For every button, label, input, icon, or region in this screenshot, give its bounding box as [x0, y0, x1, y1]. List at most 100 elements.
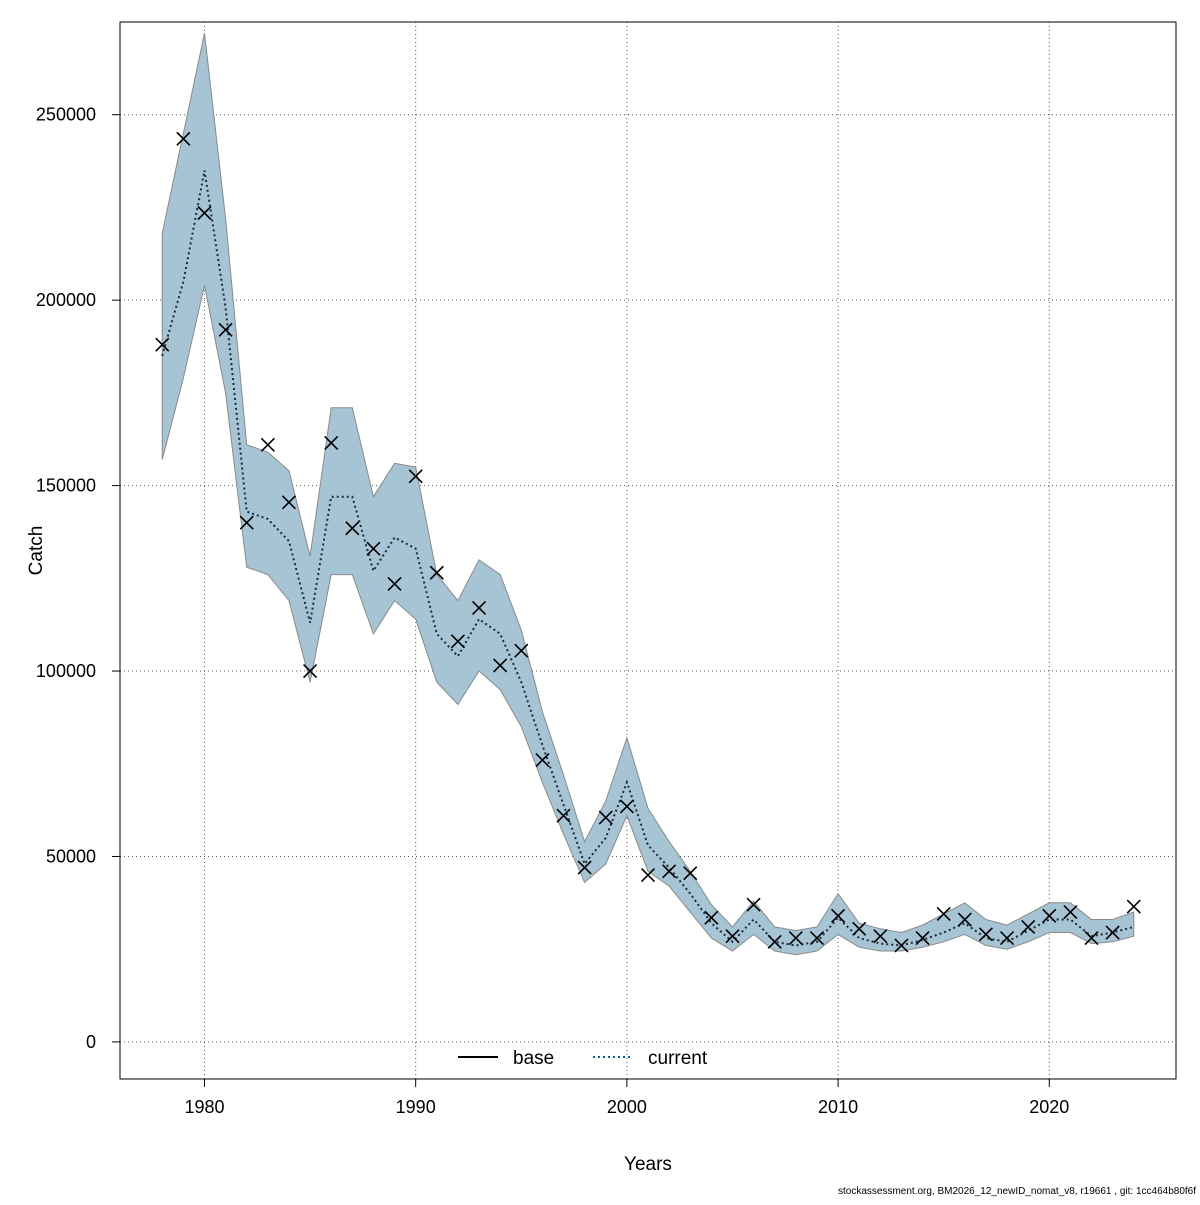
legend: base current — [458, 1048, 708, 1069]
observed-point — [429, 565, 444, 580]
observed-point — [957, 912, 972, 927]
observed-point-stroke — [704, 910, 719, 925]
observed-point — [408, 469, 423, 484]
observed-point-stroke — [1021, 919, 1036, 935]
observed-point-stroke — [873, 929, 888, 944]
observed-point — [281, 495, 297, 510]
observed-point-stroke — [1042, 908, 1057, 923]
observed-point-stroke — [598, 810, 613, 825]
x-tick-label: 1990 — [396, 1097, 436, 1117]
x-axis-label: Years — [624, 1154, 672, 1175]
plot-frame — [119, 21, 1177, 1080]
confidence-band — [161, 32, 1135, 956]
observed-point-stroke — [640, 867, 656, 883]
observed-point — [1021, 919, 1036, 935]
observed-point — [915, 931, 930, 946]
marker-layer — [155, 131, 1141, 953]
y-tick-label: 200000 — [36, 290, 96, 310]
y-tick-label: 100000 — [36, 661, 96, 681]
observed-point — [831, 908, 846, 923]
observed-point-stroke — [852, 921, 867, 936]
observed-point-stroke — [725, 929, 740, 944]
y-tick-label: 150000 — [36, 476, 96, 496]
observed-point-stroke — [662, 864, 677, 879]
observed-point-stroke — [1084, 931, 1099, 946]
y-tick-label: 250000 — [36, 105, 96, 125]
current-series-line — [161, 170, 1135, 947]
observed-point-stroke — [239, 515, 254, 530]
observed-point-stroke — [556, 808, 571, 823]
observed-point-stroke — [1126, 899, 1141, 914]
observed-point — [999, 931, 1015, 946]
observed-point — [387, 576, 402, 591]
observed-point — [788, 931, 803, 946]
observed-point — [1063, 905, 1078, 920]
observed-point — [1084, 931, 1099, 946]
observed-point-stroke — [493, 658, 508, 673]
observed-point — [345, 521, 360, 536]
observed-point-stroke — [387, 576, 402, 591]
observed-point — [746, 897, 761, 912]
observed-point — [493, 658, 508, 673]
observed-point-stroke — [324, 435, 339, 451]
observed-point — [767, 934, 782, 949]
x-tick-label: 2000 — [607, 1097, 647, 1117]
observed-point — [303, 663, 318, 679]
observed-point-stroke — [281, 495, 297, 510]
y-tick-label: 50000 — [46, 846, 96, 866]
observed-point — [218, 322, 233, 337]
observed-point-stroke — [957, 912, 972, 927]
observed-point — [556, 808, 571, 823]
observed-point-stroke — [1063, 905, 1078, 920]
observed-point — [704, 910, 719, 925]
observed-point — [619, 799, 634, 814]
observed-point — [725, 929, 740, 944]
observed-point-stroke — [619, 799, 634, 814]
observed-point-stroke — [936, 906, 951, 922]
legend-base-label: base — [513, 1048, 554, 1069]
x-tick-label: 1980 — [184, 1097, 224, 1117]
grid-lines — [120, 22, 1176, 1079]
observed-point-stroke — [915, 931, 930, 946]
confidence-band-layer — [161, 32, 1135, 956]
observed-point — [514, 643, 529, 658]
observed-point-stroke — [450, 634, 465, 649]
line-layer — [161, 170, 1135, 947]
observed-point — [936, 906, 951, 922]
observed-point-stroke — [176, 131, 191, 146]
observed-point-stroke — [577, 860, 592, 875]
observed-point-stroke — [788, 931, 803, 946]
observed-point — [239, 515, 254, 530]
observed-point-stroke — [408, 469, 423, 484]
observed-point — [978, 927, 993, 942]
observed-point — [535, 752, 550, 768]
observed-point — [260, 437, 275, 452]
observed-point-stroke — [999, 931, 1015, 946]
observed-point-stroke — [197, 205, 212, 221]
observed-point — [197, 205, 212, 221]
observed-point-stroke — [535, 752, 550, 768]
observed-point — [662, 864, 677, 879]
observed-point — [852, 921, 867, 936]
observed-point — [366, 541, 381, 556]
observed-point-stroke — [1105, 925, 1120, 940]
observed-point — [1105, 925, 1120, 940]
observed-point-stroke — [514, 643, 529, 658]
observed-point-stroke — [746, 897, 761, 912]
legend-current-label: current — [648, 1048, 708, 1069]
observed-point-stroke — [767, 934, 782, 949]
observed-point — [155, 337, 170, 352]
observed-point — [809, 931, 825, 946]
footer-note: stockassessment.org, BM2026_12_newID_nom… — [838, 1186, 1196, 1197]
observed-point — [577, 860, 592, 875]
observed-point-stroke — [345, 521, 360, 536]
observed-point — [450, 634, 465, 649]
observed-point — [324, 435, 339, 451]
observed-point — [1042, 908, 1057, 923]
axes: 1980 1990 2000 2010 2020 0 50000 100000 150000 20… — [36, 105, 1069, 1117]
observed-point — [873, 929, 888, 944]
x-tick-label: 2010 — [818, 1097, 858, 1117]
observed-point — [1126, 899, 1141, 914]
